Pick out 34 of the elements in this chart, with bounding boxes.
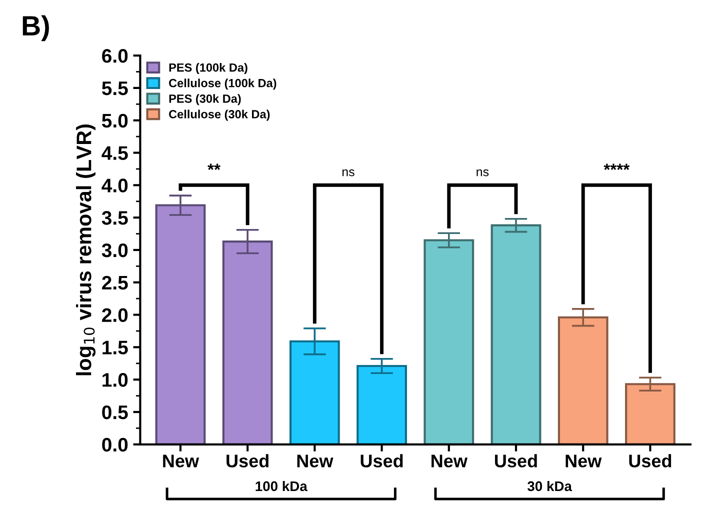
y-tick-label: 1.5 [102,340,128,354]
y-tick-label: 3.5 [102,211,128,225]
y-tick-label: 0.0 [102,438,128,452]
y-tick-label: 1.0 [102,373,128,387]
x-tick-label: Used [360,454,403,468]
text: 30 kDa [527,480,572,492]
y-tick-label: 6.0 [102,49,128,63]
y-tick-label: 0.5 [102,405,128,420]
legend-label: PES (30k Da) [169,94,241,106]
legend-label: PES (100k Da) [169,63,248,74]
x-tick-label: Used [226,454,268,468]
x-tick-label: New [432,454,468,468]
x-tick-label: New [163,454,200,468]
legend-label: Cellulose (30k Da) [169,110,270,121]
x-tick-label: Used [629,454,672,468]
y-tick-label: 5.0 [102,114,128,128]
x-tick-label: New [297,454,334,468]
text: 100 kDa [256,480,308,492]
bar [490,224,542,444]
y-tick-label: 4.0 [102,178,128,192]
y-tick-label: 3.0 [102,243,128,258]
y-tick-label: 5.5 [102,82,128,96]
x-tick-label: Used [495,454,537,468]
y-tick-label: 4.5 [102,146,128,160]
annotation: ns [476,169,489,176]
y-axis-title: log$_{10}$ virus removal (LVR) [76,124,96,376]
y-tick-label: 2.5 [102,276,128,290]
annotation: **** [604,164,630,170]
y-tick-label: 2.0 [102,308,128,322]
text: B) [22,15,49,42]
annotation: ns [342,169,354,176]
annotation: ** [208,164,220,170]
x-tick-label: New [566,454,602,468]
legend-label: Cellulose (100k Da) [169,78,276,90]
